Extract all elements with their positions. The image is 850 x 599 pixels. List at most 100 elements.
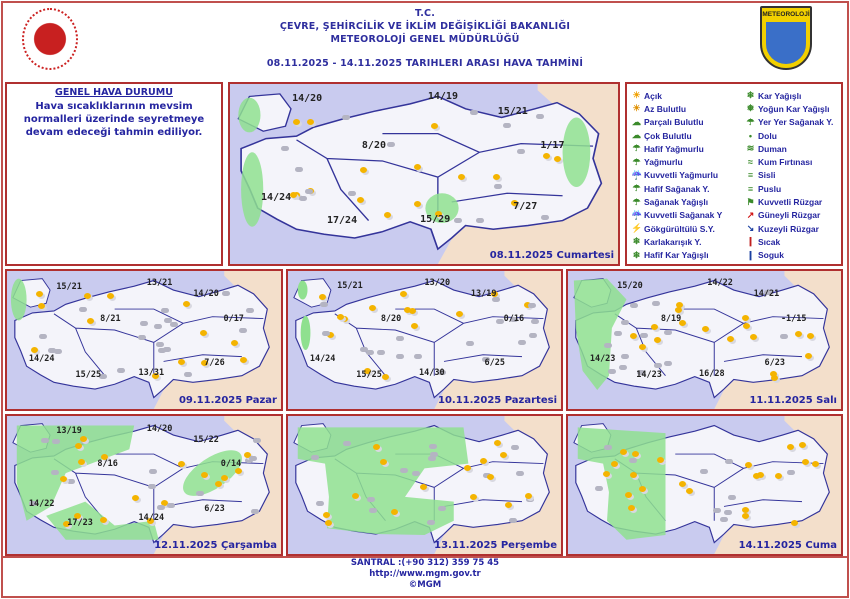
legend-label: Puslu bbox=[758, 183, 782, 194]
legend-item: ☔ Kuvvetli Sağanak Y bbox=[631, 209, 743, 222]
temp-label: 15/20 bbox=[617, 280, 643, 291]
sun-icon bbox=[151, 372, 159, 379]
heavy-snow-icon: ❅ bbox=[746, 103, 755, 114]
cloud-icon bbox=[157, 505, 166, 511]
sun-icon bbox=[629, 333, 637, 340]
legend-item: ☂ Hafif Sağanak Y. bbox=[631, 182, 743, 195]
sun-icon bbox=[619, 448, 627, 455]
sun-icon bbox=[491, 290, 499, 297]
cloud-icon bbox=[251, 509, 260, 515]
cloud-icon bbox=[305, 188, 314, 194]
temp-label: 14/20 bbox=[292, 93, 323, 104]
strong-wind-icon: ⚑ bbox=[746, 196, 755, 207]
snow-icon: ❄ bbox=[746, 90, 755, 101]
cloud-icon bbox=[663, 329, 672, 335]
divider bbox=[3, 556, 847, 558]
sun-icon bbox=[493, 173, 501, 180]
temp-label: 14/30 bbox=[419, 367, 445, 378]
temp-label: 7/26 bbox=[204, 357, 225, 368]
cloud-icon bbox=[166, 502, 175, 508]
sun-icon bbox=[656, 456, 664, 463]
sun-icon bbox=[230, 340, 238, 347]
cloud-icon bbox=[618, 365, 627, 371]
cloud-icon bbox=[508, 518, 517, 524]
sun-icon bbox=[324, 520, 332, 527]
cloud-icon bbox=[453, 218, 462, 223]
cloudy-icon: ☁ bbox=[632, 130, 641, 141]
sun-icon bbox=[243, 451, 251, 458]
temp-label: 15/22 bbox=[193, 435, 219, 446]
sun-icon bbox=[774, 472, 782, 479]
legend-label: Sisli bbox=[758, 170, 776, 181]
legend-item: ☂ Yağmurlu bbox=[631, 155, 743, 168]
cloud-icon bbox=[613, 331, 622, 337]
cloud-icon bbox=[427, 456, 436, 462]
sun-icon bbox=[293, 119, 301, 126]
sun-icon bbox=[463, 465, 471, 472]
sun-icon bbox=[83, 292, 91, 299]
sun-icon bbox=[400, 290, 408, 297]
cloud-icon bbox=[38, 333, 47, 339]
legend-item: ↗ Güneyli Rüzgar bbox=[745, 209, 841, 222]
sun-icon bbox=[701, 325, 709, 332]
legend-label: Güneyli Rüzgar bbox=[758, 210, 821, 221]
map-date: 10.11.2025 Pazartesi bbox=[438, 395, 557, 406]
cloud-icon bbox=[620, 319, 629, 325]
hot-icon: ❙ bbox=[746, 236, 755, 247]
temp-label: 13/19 bbox=[470, 288, 497, 299]
partly-sunny-icon: ☀ bbox=[632, 103, 641, 114]
sun-icon bbox=[632, 450, 640, 457]
cloud-icon bbox=[40, 437, 49, 443]
cloud-icon bbox=[779, 333, 788, 339]
temp-label: 8/19 bbox=[660, 313, 682, 324]
light-snow-icon: ❄ bbox=[632, 249, 641, 260]
footer-url[interactable]: http://www.mgm.gov.tr bbox=[369, 569, 481, 579]
sun-icon bbox=[523, 302, 531, 309]
temp-label: 13/20 bbox=[424, 277, 451, 288]
legend-label: Kuvvetli Yağmurlu bbox=[644, 170, 719, 181]
temp-label: 6/23 bbox=[204, 504, 225, 515]
local-shower-icon: ☂ bbox=[746, 116, 755, 127]
cloud-icon bbox=[164, 317, 173, 323]
sun-icon bbox=[469, 494, 477, 501]
temp-label: 17/24 bbox=[327, 215, 358, 227]
cloud-icon bbox=[728, 494, 736, 500]
sun-icon bbox=[676, 302, 684, 309]
legend-item: ❙ Soguk bbox=[745, 249, 841, 262]
cloud-icon bbox=[470, 110, 479, 116]
temp-label: 8/21 bbox=[100, 313, 121, 324]
sun-icon bbox=[363, 368, 371, 375]
sun-icon bbox=[628, 505, 636, 512]
south-wind-icon: ↗ bbox=[746, 209, 755, 220]
meteoroloji-logo: METEOROLOJİ bbox=[760, 6, 812, 70]
cloud-icon bbox=[195, 491, 204, 497]
legend-item: ❙ Sıcak bbox=[745, 235, 841, 248]
sun-icon bbox=[791, 520, 799, 527]
map-day-4: 15/20 14/22 14/21 8/19 -1/15 14/23 14/23… bbox=[566, 269, 843, 411]
sun-icon bbox=[770, 374, 778, 381]
sun-icon bbox=[307, 119, 315, 126]
legend-item: ❄ Karlakarışık Y. bbox=[631, 235, 743, 248]
sun-icon bbox=[183, 301, 191, 308]
sun-icon bbox=[638, 485, 646, 492]
sleet-icon: ❄ bbox=[632, 236, 641, 247]
legend: ☀ Açık ☀ Az Bulutlu ☁ Parçalı Bulutlu ☁ Çok Bul… bbox=[625, 82, 843, 266]
sun-icon bbox=[486, 474, 494, 481]
cloud-icon bbox=[311, 454, 320, 460]
sun-icon bbox=[625, 492, 633, 499]
sun-icon bbox=[408, 308, 416, 315]
sun-icon bbox=[214, 480, 222, 487]
legend-label: Hafif Sağanak Y. bbox=[644, 183, 710, 194]
temp-label: 14/23 bbox=[589, 353, 616, 364]
sun-icon bbox=[770, 370, 778, 377]
sun-icon bbox=[630, 472, 638, 479]
cloud-icon bbox=[629, 303, 638, 309]
cloud-icon bbox=[493, 184, 502, 190]
temp-label: 6/25 bbox=[484, 357, 506, 368]
cloud-icon bbox=[395, 335, 404, 341]
shower-icon: ☂ bbox=[632, 196, 641, 207]
cloud-icon bbox=[516, 149, 525, 155]
cloud-icon bbox=[155, 342, 164, 348]
legend-label: Sağanak Yağışlı bbox=[644, 197, 709, 208]
sun-icon bbox=[742, 323, 750, 330]
